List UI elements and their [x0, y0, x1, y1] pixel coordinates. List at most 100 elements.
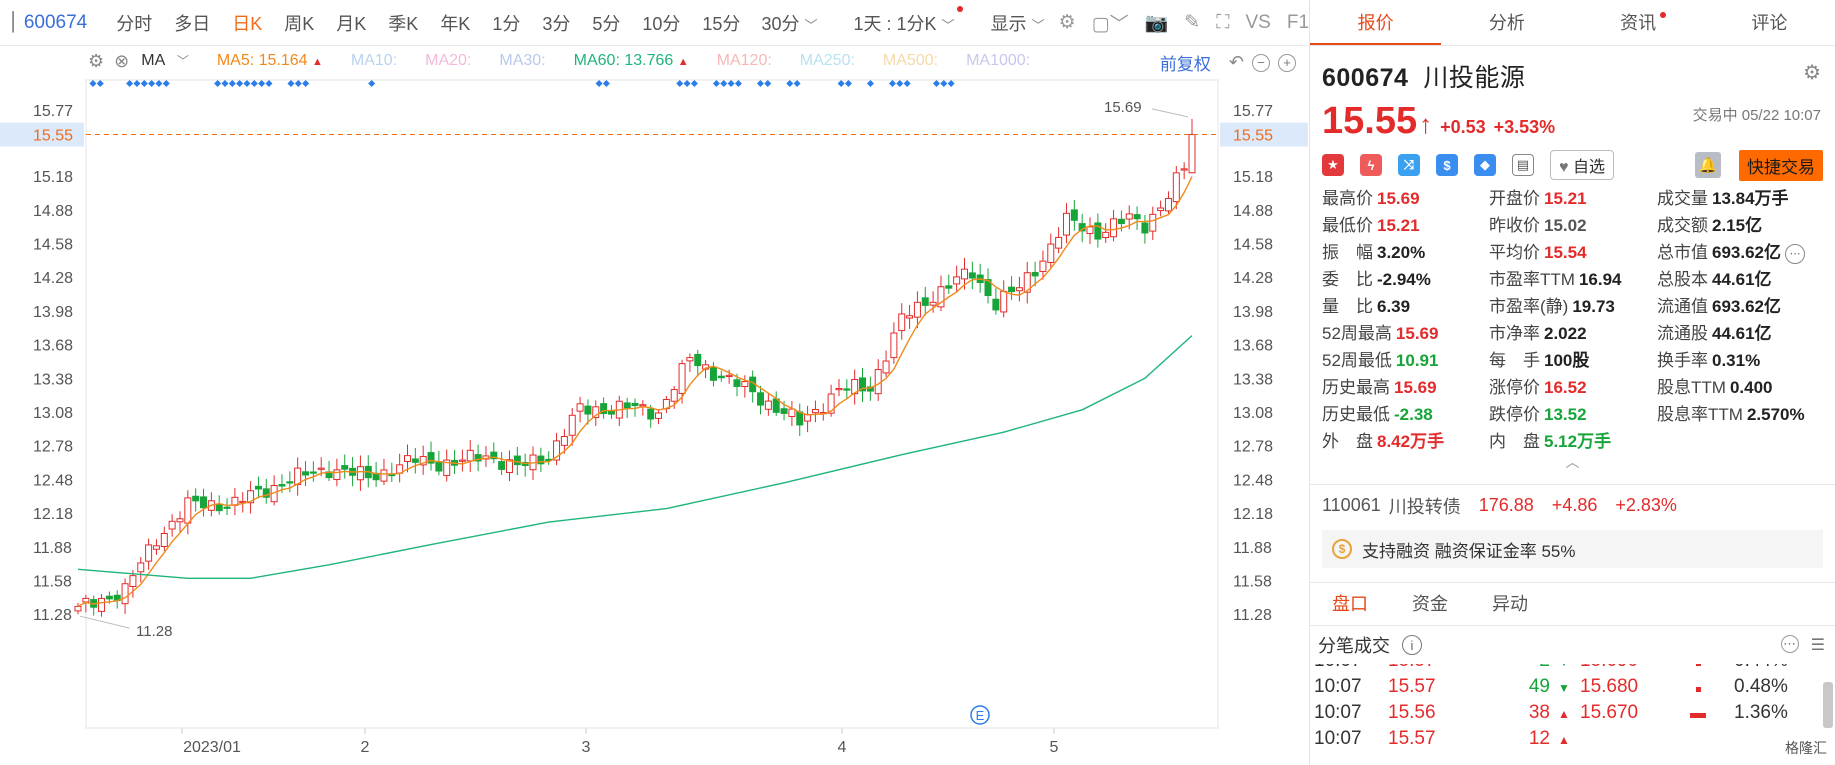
shuffle-icon[interactable]: ⤨ [1398, 154, 1420, 176]
y-tick-label-left: 11.28 [33, 607, 72, 624]
tab-order-book[interactable]: 盘口 [1332, 594, 1368, 614]
stat-label: 成交量 [1657, 189, 1708, 208]
ma-right-controls: 前复权 ↶ − + [1160, 50, 1296, 75]
trade-price: 15.57 [1388, 728, 1436, 749]
trades-list[interactable]: 10:07 15.57 12 ▲ 10:07 15.56 38 ▲ 15.670 1.36% 10:… [1310, 664, 1835, 762]
vs-button[interactable]: VS [1245, 11, 1271, 33]
square-select-icon[interactable]: ▢﹀ [1091, 14, 1129, 35]
adjust-button[interactable]: 前复权 [1159, 55, 1211, 74]
ma5-line [77, 176, 1193, 608]
ma-type-select[interactable]: MA ﹀ [141, 52, 189, 70]
convertible-bond-row[interactable]: 110061 川投转债 176.88 +4.86 +2.83% [1310, 484, 1835, 526]
signal-diamond-icon [368, 80, 376, 87]
dollar-icon[interactable]: $ [1436, 154, 1458, 176]
candle-body [1008, 286, 1016, 293]
signal-diamond-icon [690, 80, 698, 87]
stat-value: 15.69 [1377, 189, 1420, 208]
period-year-k[interactable]: 年K [440, 13, 471, 34]
tab-quote[interactable]: 报价 [1310, 0, 1442, 45]
undo-icon[interactable]: ↶ [1228, 52, 1244, 72]
caret-up-icon[interactable]: ︿ [1565, 454, 1580, 470]
more-icon[interactable]: ⋯ [1780, 635, 1799, 653]
bell-icon[interactable]: 🔔 [1695, 152, 1721, 178]
stock-code[interactable]: 600674 [23, 11, 88, 33]
period-3min[interactable]: 3分 [542, 13, 571, 34]
pencil-icon[interactable]: ✎ [1184, 12, 1201, 33]
quick-trade-button[interactable]: 快捷交易 [1739, 149, 1823, 181]
display-select[interactable]: 显示 ﹀ [981, 10, 1051, 36]
stat-cell: 市净率 2.022 [1489, 322, 1657, 346]
stat-label: 每 手 [1489, 351, 1540, 370]
more-icon[interactable]: ⋯ [1785, 243, 1805, 264]
period-day-k[interactable]: 日K [232, 13, 263, 34]
fullscreen-icon[interactable]: ⛶ [1216, 11, 1230, 33]
tab-news[interactable]: 资讯 [1573, 0, 1704, 45]
tab-comments[interactable]: 评论 [1751, 13, 1788, 33]
ma250-legend: MA250: [799, 52, 855, 69]
candle-body [1000, 290, 1008, 313]
gear-icon[interactable]: ⚙ [88, 50, 105, 71]
candle-body [694, 353, 702, 367]
y-tick-label-right: 14.88 [1233, 203, 1273, 220]
tab-movement[interactable]: 异动 [1492, 594, 1528, 614]
ma500-legend: MA500: [882, 52, 939, 69]
stat-label: 振 幅 [1322, 243, 1373, 262]
info-icon[interactable]: i [1402, 635, 1422, 655]
gear-icon[interactable]: ⚙ [1058, 12, 1076, 33]
collapse-icon[interactable]: ▕ [0, 12, 14, 32]
stat-cell: 最低价 15.21 [1322, 214, 1489, 238]
candle-body [913, 301, 921, 318]
stat-cell: 市盈率(静) 19.73 [1489, 295, 1657, 319]
candle-body [537, 455, 545, 465]
period-30min-select[interactable]: 30分 ﹀ [751, 10, 823, 36]
signal-diamond-icon [96, 80, 104, 87]
stat-value: 19.73 [1572, 297, 1615, 316]
close-icon[interactable]: ⊗ [114, 50, 130, 71]
candle-body [474, 454, 482, 462]
period-week-k[interactable]: 周K [284, 13, 315, 34]
scrollbar[interactable] [1823, 682, 1833, 728]
period-5min[interactable]: 5分 [592, 13, 621, 34]
y-tick-label-left: 14.28 [33, 270, 73, 287]
china-flag-icon[interactable]: ★ [1322, 154, 1344, 176]
camera-icon[interactable]: 📷 [1144, 12, 1169, 34]
kline-chart[interactable]: 15.77 15.77 15.18 15.18 14.88 14.88 14.58 14.58… [0, 76, 1308, 765]
stat-value: 15.54 [1544, 243, 1587, 262]
signal-diamond-icon [265, 80, 273, 87]
period-fenshi[interactable]: 分时 [116, 13, 153, 34]
notes-icon[interactable]: ▤ [1512, 154, 1534, 176]
period-month-k[interactable]: 月K [336, 13, 367, 34]
triangle-up-icon: ▲ [677, 56, 689, 68]
stat-value: 2.570% [1746, 405, 1805, 424]
stat-label: 开盘价 [1489, 189, 1540, 208]
range-label: 1天 : 1分K [853, 13, 937, 34]
lightning-icon[interactable]: ϟ [1360, 154, 1382, 176]
y-tick-label-left: 11.58 [33, 574, 72, 591]
zoom-out-icon[interactable]: − [1252, 53, 1270, 72]
high-pointer [1151, 108, 1189, 118]
price-tag-left: 15.55 [33, 128, 73, 145]
period-1min[interactable]: 1分 [492, 13, 521, 34]
list-icon[interactable]: ☰ [1810, 637, 1825, 654]
period-duori[interactable]: 多日 [174, 13, 211, 34]
stat-label: 跌停价 [1489, 405, 1540, 424]
tab-funds[interactable]: 资金 [1412, 594, 1448, 614]
candle-body [866, 386, 874, 392]
gear-icon[interactable]: ⚙ [1803, 62, 1821, 84]
add-watchlist-button[interactable]: ♥ 自选 [1550, 150, 1614, 180]
tag-icon[interactable]: ◆ [1474, 154, 1496, 176]
quote-panel: 报价 分析 资讯 评论 600674 川投能源 ⚙ 15.55 ↑ +0.53 … [1309, 0, 1835, 765]
period-15min[interactable]: 15分 [702, 13, 741, 34]
period-10min[interactable]: 10分 [642, 13, 681, 34]
signal-diamond-icon [764, 80, 772, 87]
trade-time: 10:07 [1314, 676, 1362, 697]
level-bar [1690, 713, 1706, 718]
signal-diamond-icon [786, 80, 794, 87]
y-tick-label-left: 13.38 [33, 371, 73, 388]
kline-svg[interactable]: 15.77 15.77 15.18 15.18 14.88 14.88 14.58 14.58… [0, 76, 1308, 765]
period-quarter-k[interactable]: 季K [388, 13, 419, 34]
range-select[interactable]: 1天 : 1分K ﹀ [844, 5, 963, 36]
current-price: 15.55 [1322, 100, 1418, 142]
zoom-in-icon[interactable]: + [1278, 53, 1296, 72]
tab-analysis[interactable]: 分析 [1488, 13, 1525, 33]
